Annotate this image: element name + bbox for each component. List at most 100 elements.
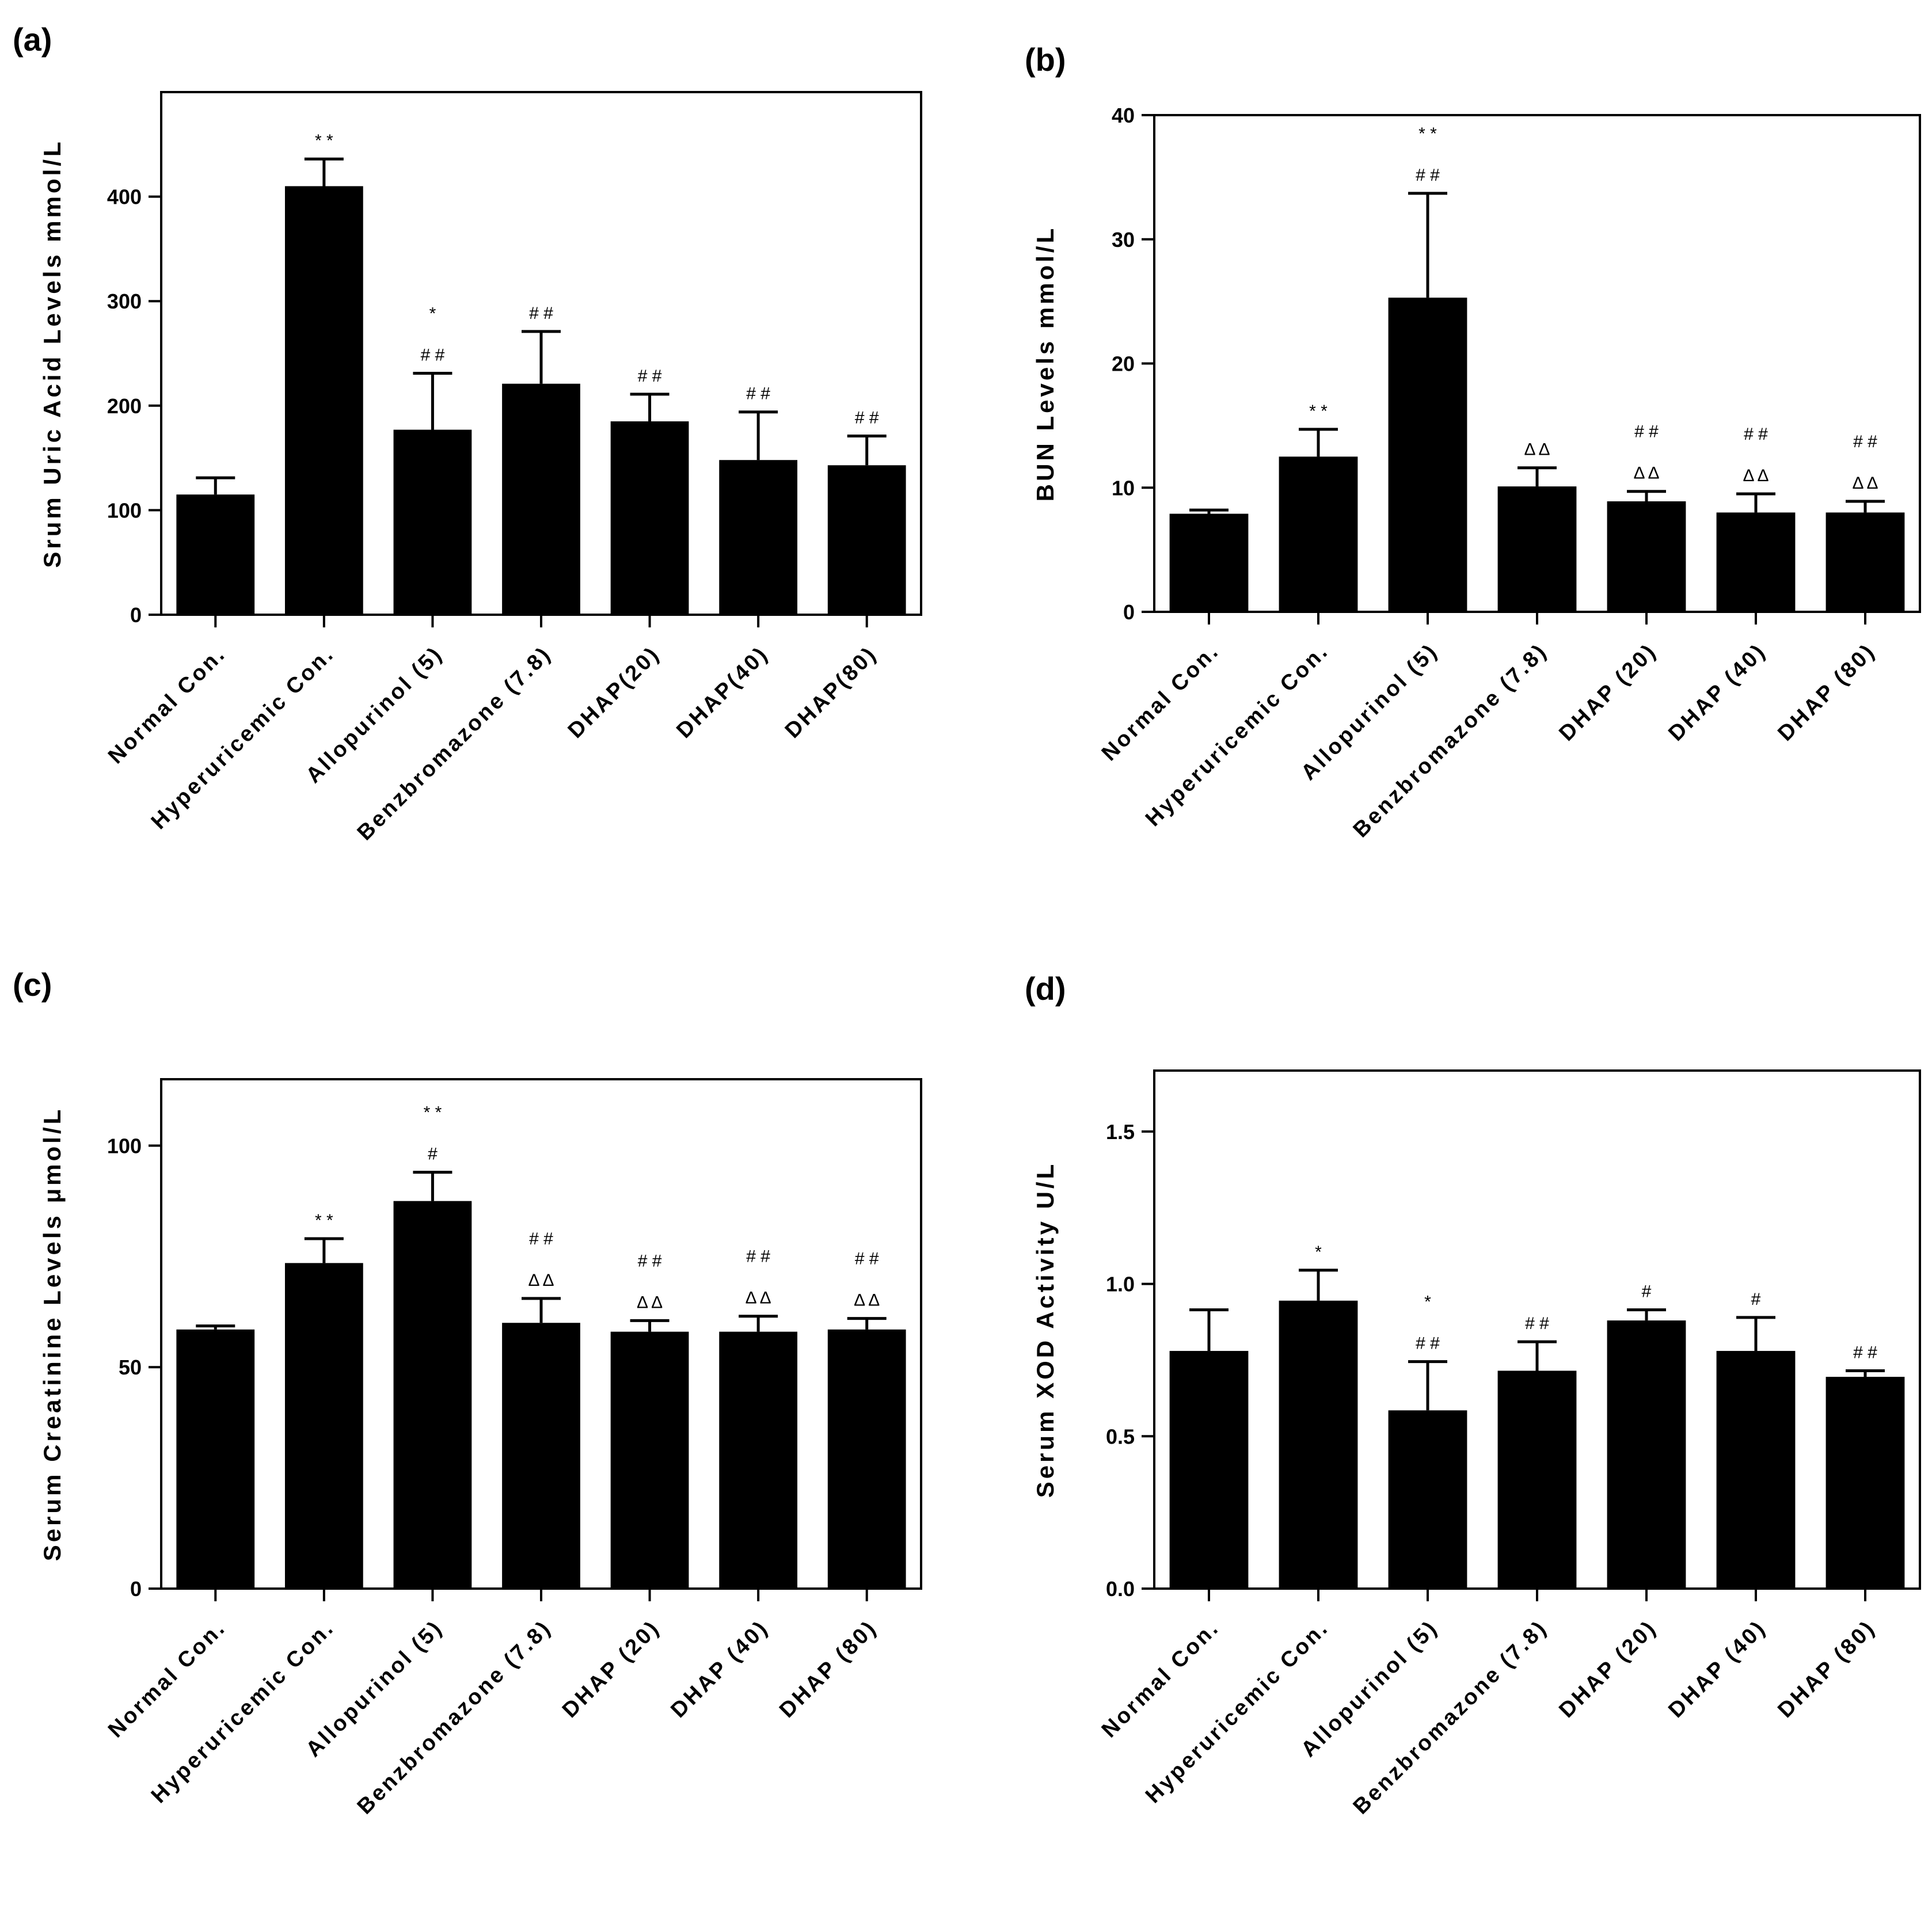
x-category-label: DHAP (20) [1554, 639, 1661, 746]
x-category-label: Benzbromazone (7.8) [353, 1616, 557, 1819]
x-category-label: DHAP(80) [781, 642, 882, 743]
bar-5 [1607, 1320, 1686, 1589]
significance-mark: Δ Δ [746, 1289, 771, 1308]
x-category-label: DHAP(20) [564, 642, 665, 743]
significance-mark: # # [746, 1247, 770, 1266]
y-tick-label: 1.5 [1106, 1120, 1135, 1144]
x-category-label: DHAP (80) [775, 1616, 882, 1723]
significance-mark: # [428, 1145, 438, 1164]
x-category-label: Hyperuricemic Con. [147, 1616, 339, 1808]
bar-1 [1169, 513, 1249, 612]
significance-mark: Δ Δ [1524, 440, 1550, 459]
y-tick-label: 100 [107, 1134, 142, 1158]
bar-3 [1388, 1410, 1467, 1589]
bar-6 [719, 1331, 798, 1589]
significance-mark: * * [1309, 402, 1328, 421]
x-category-label: Benzbromazone (7.8) [1349, 1616, 1553, 1819]
panel-label: (b) [1025, 41, 1066, 78]
bar-4 [502, 1323, 580, 1589]
bar-6 [1716, 1351, 1796, 1589]
bar-2 [284, 1263, 363, 1589]
significance-mark: # # [1634, 422, 1659, 441]
x-category-label: Normal Con. [104, 1616, 231, 1743]
bar-6 [719, 460, 798, 615]
bar-4 [502, 383, 580, 615]
x-category-label: Normal Con. [1097, 1616, 1224, 1743]
y-tick-label: 0 [1123, 600, 1135, 624]
significance-mark: # # [638, 367, 662, 386]
bar-3 [393, 1201, 472, 1589]
x-category-label: Hyperuricemic Con. [1141, 639, 1333, 831]
significance-mark: # # [1853, 432, 1877, 451]
significance-mark: # [1642, 1282, 1652, 1301]
panel-label: (d) [1025, 970, 1066, 1007]
y-tick-label: 50 [119, 1356, 142, 1379]
significance-mark: * [1315, 1243, 1322, 1262]
y-axis-title: BUN Levels mmol/L [1032, 226, 1059, 501]
significance-mark: * [1424, 1293, 1431, 1312]
y-tick-label: 40 [1112, 104, 1135, 127]
bar-2 [284, 186, 363, 615]
significance-mark: Δ Δ [1743, 466, 1769, 485]
bar-7 [1825, 512, 1905, 612]
y-tick-label: 300 [107, 290, 142, 313]
x-category-label: DHAP (40) [1664, 639, 1771, 746]
y-tick-label: 0 [130, 603, 142, 627]
y-tick-label: 1.0 [1106, 1273, 1135, 1296]
significance-mark: * * [315, 131, 333, 150]
significance-mark: # # [855, 1250, 879, 1269]
significance-mark: * [429, 304, 436, 323]
x-category-label: Normal Con. [1097, 639, 1224, 766]
significance-mark: # # [1416, 166, 1440, 185]
bar-1 [1169, 1351, 1249, 1589]
bar-4 [1497, 1370, 1577, 1589]
bar-2 [1279, 1300, 1358, 1589]
significance-mark: # # [529, 1229, 553, 1248]
bar-7 [827, 465, 906, 615]
y-axis-title: Srum Uric Acid Levels mmol/L [39, 139, 66, 568]
significance-mark: # # [638, 1251, 662, 1270]
y-tick-label: 0.5 [1106, 1425, 1135, 1448]
x-category-label: DHAP (80) [1773, 1616, 1880, 1723]
bar-6 [1716, 512, 1796, 612]
panel-c: (c) 0 50 100 Serum Creatinine Levels μmol/L N… [13, 966, 922, 1819]
significance-mark: # # [1416, 1334, 1440, 1353]
significance-mark: # # [1525, 1314, 1549, 1333]
significance-mark: * * [1418, 124, 1437, 143]
significance-mark: Δ Δ [1633, 464, 1659, 483]
significance-mark: # # [421, 346, 445, 365]
bar-3 [1388, 298, 1467, 612]
significance-mark: # [1751, 1290, 1761, 1309]
y-tick-label: 100 [107, 498, 142, 522]
x-category-label: Hyperuricemic Con. [1141, 1616, 1333, 1808]
significance-mark: # # [1853, 1343, 1877, 1362]
x-category-label: Benzbromazone (7.8) [1349, 639, 1553, 843]
x-category-label: Benzbromazone (7.8) [353, 642, 557, 846]
bar-5 [610, 421, 689, 615]
bar-5 [1607, 501, 1686, 612]
bar-4 [1497, 486, 1577, 612]
y-tick-label: 400 [107, 185, 142, 209]
bar-1 [176, 1329, 255, 1589]
significance-mark: Δ Δ [637, 1293, 663, 1312]
y-tick-label: 30 [1112, 228, 1135, 252]
x-category-label: Normal Con. [104, 642, 231, 769]
x-category-label: DHAP (40) [1664, 1616, 1771, 1723]
x-category-label: DHAP(40) [672, 642, 773, 743]
y-tick-label: 0.0 [1106, 1577, 1135, 1601]
x-category-label: Hyperuricemic Con. [147, 642, 339, 834]
significance-mark: Δ Δ [854, 1291, 880, 1310]
x-category-label: DHAP (80) [1773, 639, 1880, 746]
x-category-label: DHAP (20) [558, 1616, 665, 1723]
significance-mark: Δ Δ [1852, 474, 1878, 493]
significance-mark: # # [746, 384, 770, 403]
significance-mark: # # [1744, 425, 1768, 444]
significance-mark: * * [424, 1103, 442, 1122]
panel-a: (a) 0 100 200 300 400 Srum Uric Acid Levels mm… [13, 21, 922, 846]
y-tick-label: 200 [107, 394, 142, 418]
bar-7 [827, 1329, 906, 1589]
significance-mark: # # [855, 408, 879, 427]
bar-5 [610, 1331, 689, 1589]
panel-b: (b) 0 10 20 30 40 BUN Levels mmol/L Normal Con.… [1025, 41, 1921, 843]
